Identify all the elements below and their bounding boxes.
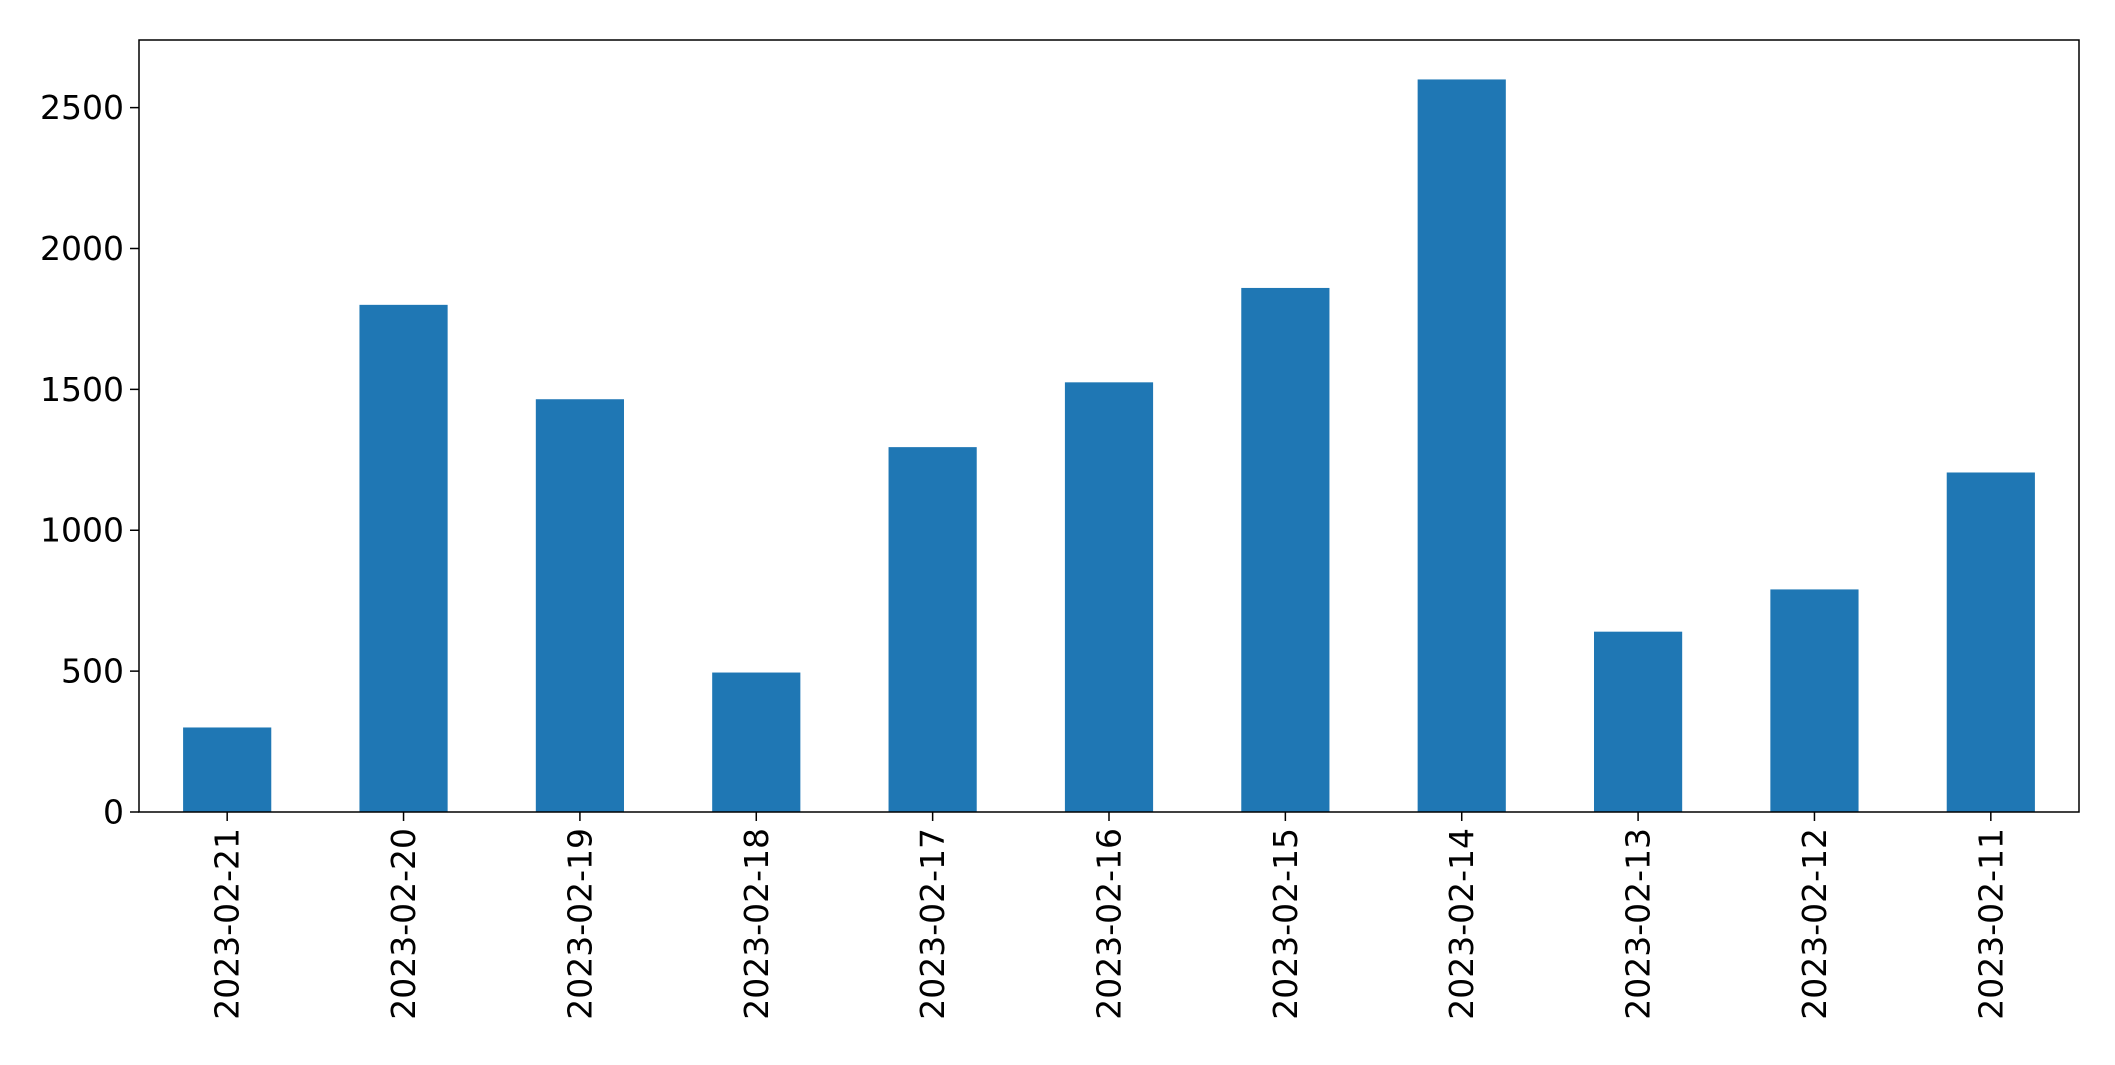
x-tick-label: 2023-02-15 — [1266, 828, 1305, 1020]
x-tick-label: 2023-02-18 — [737, 828, 776, 1020]
x-tick-label: 2023-02-20 — [384, 828, 423, 1020]
x-tick-label: 2023-02-13 — [1619, 828, 1658, 1020]
y-tick-label: 1500 — [40, 370, 124, 409]
x-tick-label: 2023-02-12 — [1795, 828, 1834, 1020]
x-tick-label: 2023-02-17 — [913, 828, 952, 1020]
bar-2023-02-11 — [1946, 472, 2035, 812]
x-axis: 2023-02-21 2023-02-20 2023-02-19 2023-02-18… — [208, 812, 2010, 1020]
bar-2023-02-17 — [888, 447, 977, 812]
bars-layer — [183, 79, 2035, 813]
bar-2023-02-15 — [1241, 287, 1330, 812]
bar-2023-02-18 — [712, 672, 801, 812]
y-tick-label: 2500 — [40, 88, 124, 127]
y-axis: 0 500 1000 1500 2000 2500 — [40, 88, 139, 832]
bar-2023-02-20 — [359, 304, 448, 812]
bar-2023-02-12 — [1770, 589, 1859, 812]
x-tick-label: 2023-02-19 — [560, 828, 599, 1020]
y-tick-label: 0 — [103, 793, 124, 832]
bar-2023-02-13 — [1594, 631, 1683, 812]
x-tick-label: 2023-02-11 — [1971, 828, 2010, 1020]
bar-2023-02-19 — [535, 399, 624, 812]
bar-2023-02-21 — [183, 727, 272, 812]
bar-2023-02-16 — [1064, 382, 1154, 812]
y-tick-label: 1000 — [40, 511, 124, 550]
x-tick-label: 2023-02-21 — [208, 828, 247, 1020]
y-tick-label: 500 — [61, 652, 124, 691]
plot-frame — [138, 39, 2080, 813]
bar-2023-02-14 — [1417, 79, 1506, 813]
x-tick-label: 2023-02-14 — [1442, 828, 1481, 1020]
x-tick-label: 2023-02-16 — [1090, 828, 1129, 1020]
y-tick-label: 2000 — [40, 229, 124, 268]
